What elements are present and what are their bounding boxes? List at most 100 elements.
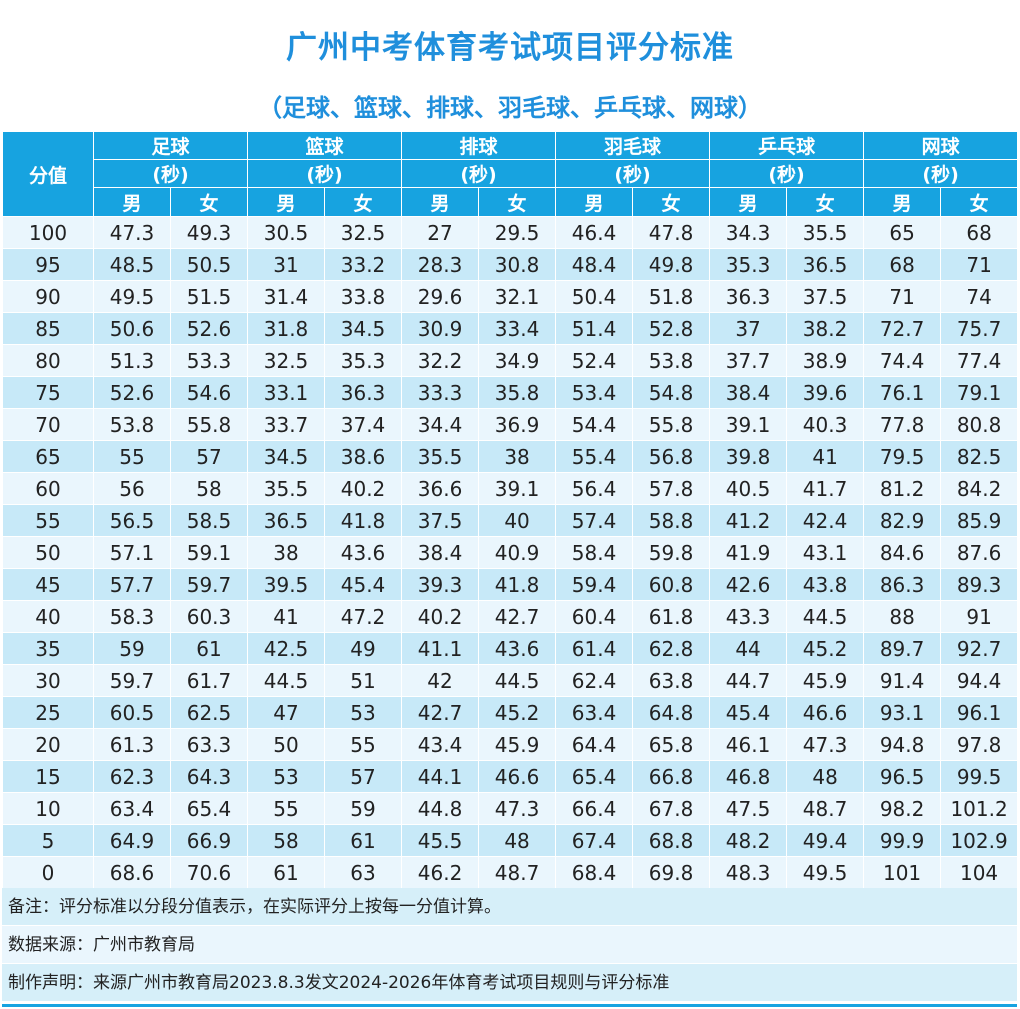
time-cell: 41.7 [786,472,865,505]
time-cell: 99.5 [940,760,1019,793]
time-cell: 53 [247,760,326,793]
time-cell: 32.5 [247,344,326,377]
time-cell: 51.8 [632,280,711,313]
time-cell: 36.5 [786,248,865,281]
time-cell: 48 [786,760,865,793]
time-cell: 58 [169,472,249,505]
time-cell: 56 [93,472,171,505]
table-row: 10 63.4 65.4 55 59 44.8 47.3 66.4 67.8 47.5 48.7 98… [2,792,1019,825]
time-cell: 39.5 [247,568,326,601]
time-cell: 38.6 [324,440,403,473]
table-row: 5 64.9 66.9 58 61 45.5 48 67.4 68.8 48.2 49.4 99.9 1… [2,824,1019,857]
time-cell: 48.4 [555,248,634,281]
time-cell: 41.8 [324,504,403,537]
time-cell: 58 [247,824,326,857]
score-cell: 20 [2,728,94,761]
score-cell: 0 [2,856,94,889]
time-cell: 54.6 [169,376,249,409]
time-cell: 33.2 [324,248,403,281]
time-cell: 36.6 [401,472,480,505]
table-header: 分值 足球 篮球 排球 羽毛球 乒乓球 网球 (秒) (秒) (秒) (秒) (秒) (秒) 男女男… [2,131,1019,217]
time-cell: 44.8 [401,792,480,825]
time-cell: 53.8 [93,408,171,441]
time-cell: 59 [324,792,403,825]
score-cell: 85 [2,312,94,345]
time-cell: 35.8 [478,376,557,409]
table-row: 15 62.3 64.3 53 57 44.1 46.6 65.4 66.8 46.8 48 96.5… [2,760,1019,793]
time-cell: 35.5 [247,472,326,505]
time-cell: 38.2 [786,312,865,345]
male-header: 男 [555,187,634,217]
time-cell: 96.1 [940,696,1019,729]
table-row: 30 59.7 61.7 44.5 51 42 44.5 62.4 63.8 44.7 45.9 91… [2,664,1019,697]
time-cell: 42.7 [401,696,480,729]
time-cell: 38 [247,536,326,569]
sport-header: 篮球 [247,131,403,160]
time-cell: 40.9 [478,536,557,569]
time-cell: 101 [863,856,942,889]
time-cell: 31.8 [247,312,326,345]
score-cell: 55 [2,504,94,537]
time-cell: 94.8 [863,728,942,761]
time-cell: 50.6 [93,312,171,345]
time-cell: 33.8 [324,280,403,313]
time-cell: 50.5 [169,248,249,281]
time-cell: 98.2 [863,792,942,825]
time-cell: 61.4 [555,632,634,665]
time-cell: 61.3 [93,728,171,761]
time-cell: 60.5 [93,696,171,729]
time-cell: 52.6 [93,376,171,409]
time-cell: 63.3 [169,728,249,761]
table-row: 75 52.6 54.6 33.1 36.3 33.3 35.8 53.4 54.8 38.4 39… [2,376,1019,409]
score-cell: 65 [2,440,94,473]
time-cell: 51.4 [555,312,634,345]
time-cell: 57.8 [632,472,711,505]
time-cell: 35.3 [324,344,403,377]
time-cell: 53.3 [169,344,249,377]
time-cell: 50.4 [555,280,634,313]
time-cell: 62.4 [555,664,634,697]
time-cell: 62.5 [169,696,249,729]
time-cell: 57.1 [93,536,171,569]
female-header: 女 [632,187,711,217]
time-cell: 47.3 [93,216,171,249]
time-cell: 64.9 [93,824,171,857]
table-row: 100 47.3 49.3 30.5 32.5 27 29.5 46.4 47.8 34.3 35.… [2,216,1019,249]
time-cell: 77.4 [940,344,1019,377]
time-cell: 38.4 [709,376,788,409]
time-cell: 44 [709,632,788,665]
remark-note: 备注：评分标准以分段分值表示，在实际评分上按每一分值计算。 [2,888,1017,926]
time-cell: 48.7 [786,792,865,825]
male-header: 男 [863,187,942,217]
unit-header: (秒) [555,159,711,188]
time-cell: 58.4 [555,536,634,569]
time-cell: 29.6 [401,280,480,313]
score-cell: 80 [2,344,94,377]
time-cell: 57 [169,440,249,473]
score-cell: 40 [2,600,94,633]
time-cell: 40.2 [324,472,403,505]
time-cell: 52.4 [555,344,634,377]
time-cell: 55.8 [169,408,249,441]
time-cell: 27 [401,216,480,249]
time-cell: 71 [863,280,942,313]
time-cell: 40.3 [786,408,865,441]
time-cell: 71 [940,248,1019,281]
time-cell: 37.7 [709,344,788,377]
time-cell: 91 [940,600,1019,633]
sport-header: 网球 [863,131,1019,160]
score-cell: 30 [2,664,94,697]
time-cell: 59.8 [632,536,711,569]
table-row: 25 60.5 62.5 47 53 42.7 45.2 63.4 64.8 45.4 46.6 93… [2,696,1019,729]
time-cell: 30.8 [478,248,557,281]
time-cell: 46.6 [478,760,557,793]
time-cell: 41.8 [478,568,557,601]
time-cell: 28.3 [401,248,480,281]
time-cell: 58.8 [632,504,711,537]
time-cell: 44.7 [709,664,788,697]
time-cell: 31.4 [247,280,326,313]
time-cell: 58.5 [169,504,249,537]
time-cell: 41.1 [401,632,480,665]
time-cell: 46.6 [786,696,865,729]
time-cell: 55.4 [555,440,634,473]
